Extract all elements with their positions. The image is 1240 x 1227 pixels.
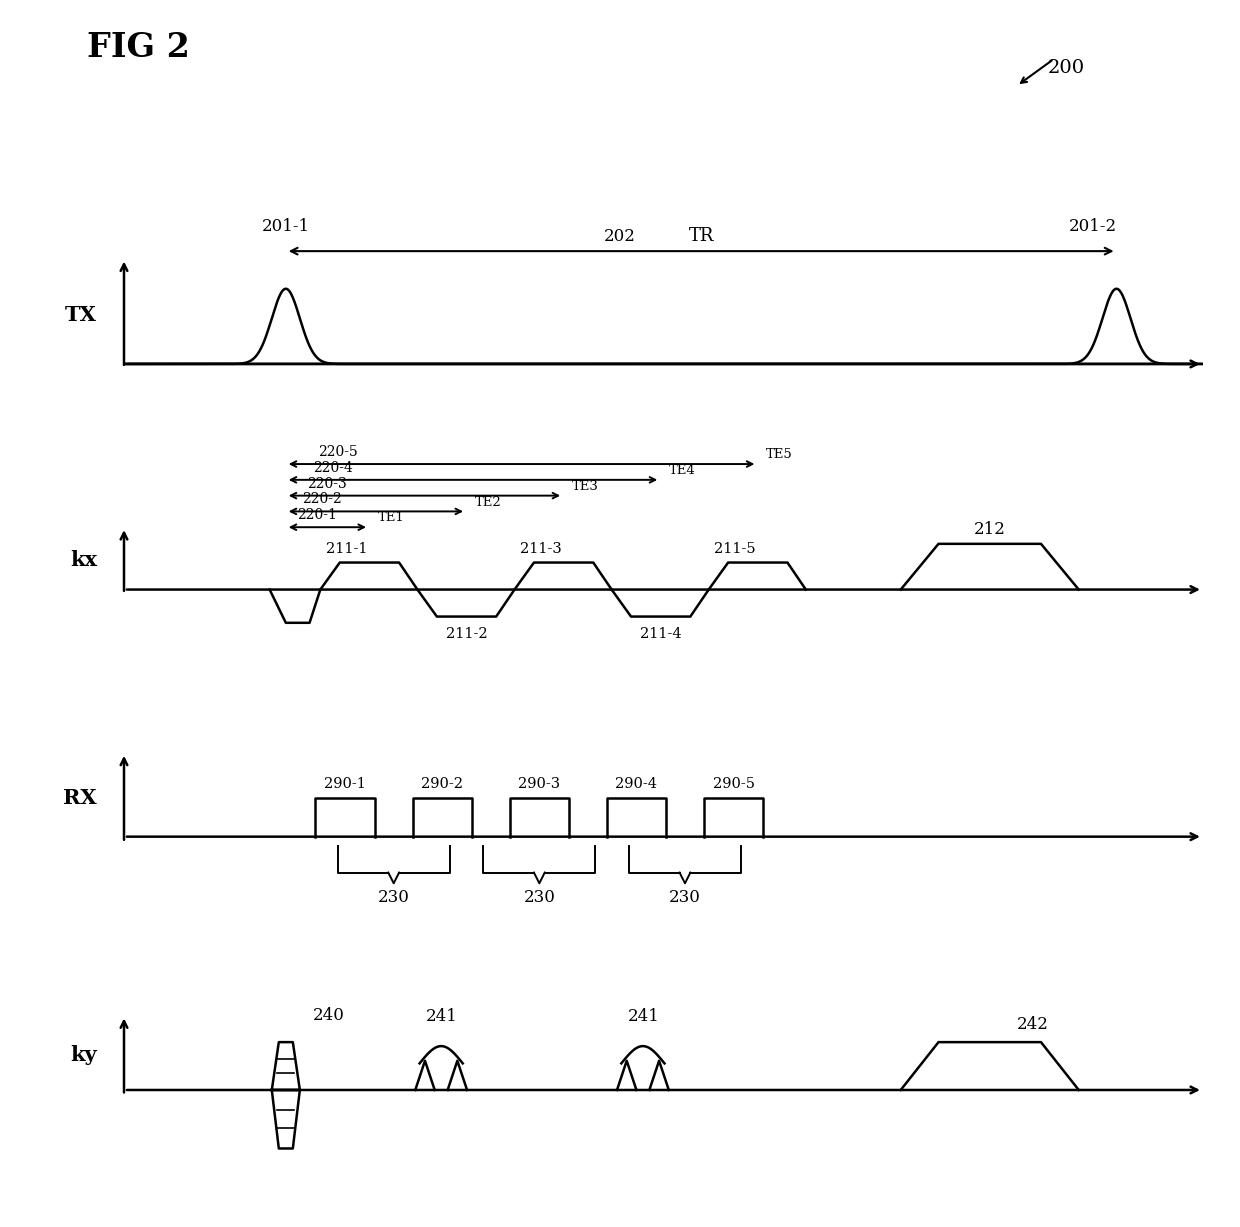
Text: 290-5: 290-5: [713, 777, 754, 790]
Text: 220-5: 220-5: [319, 445, 358, 459]
Text: 290-1: 290-1: [324, 777, 366, 790]
Text: 290-4: 290-4: [615, 777, 657, 790]
Text: 201-2: 201-2: [1069, 217, 1116, 234]
Text: TE3: TE3: [572, 480, 599, 493]
Text: 211-4: 211-4: [640, 627, 682, 640]
Text: 230: 230: [523, 890, 556, 907]
Text: 230: 230: [670, 890, 701, 907]
Text: 241: 241: [427, 1007, 459, 1025]
Text: TE4: TE4: [668, 464, 696, 477]
Text: TX: TX: [64, 306, 97, 325]
Text: 220-4: 220-4: [312, 461, 352, 475]
Text: 212: 212: [973, 520, 1006, 537]
Text: 211-5: 211-5: [714, 542, 755, 556]
Text: 200: 200: [1048, 59, 1085, 77]
Text: 290-2: 290-2: [422, 777, 464, 790]
Text: 220-1: 220-1: [296, 508, 336, 523]
Text: 211-2: 211-2: [445, 627, 487, 640]
Text: TE5: TE5: [766, 448, 792, 461]
Text: 242: 242: [1017, 1016, 1049, 1033]
Text: ky: ky: [71, 1045, 97, 1065]
Text: 202: 202: [604, 228, 636, 245]
Text: TR: TR: [688, 227, 714, 245]
Text: TE2: TE2: [475, 496, 501, 508]
Text: 240: 240: [312, 1006, 345, 1023]
Text: 211-3: 211-3: [520, 542, 562, 556]
Text: 220-2: 220-2: [303, 492, 342, 507]
Text: FIG 2: FIG 2: [87, 31, 190, 64]
Text: 230: 230: [378, 890, 409, 907]
Text: 241: 241: [627, 1007, 660, 1025]
Text: 211-1: 211-1: [326, 542, 367, 556]
Text: RX: RX: [63, 788, 97, 807]
Text: TE1: TE1: [377, 512, 404, 524]
Text: 290-3: 290-3: [518, 777, 560, 790]
Text: 220-3: 220-3: [308, 476, 347, 491]
Text: 201-1: 201-1: [262, 217, 310, 234]
Text: kx: kx: [69, 551, 97, 571]
